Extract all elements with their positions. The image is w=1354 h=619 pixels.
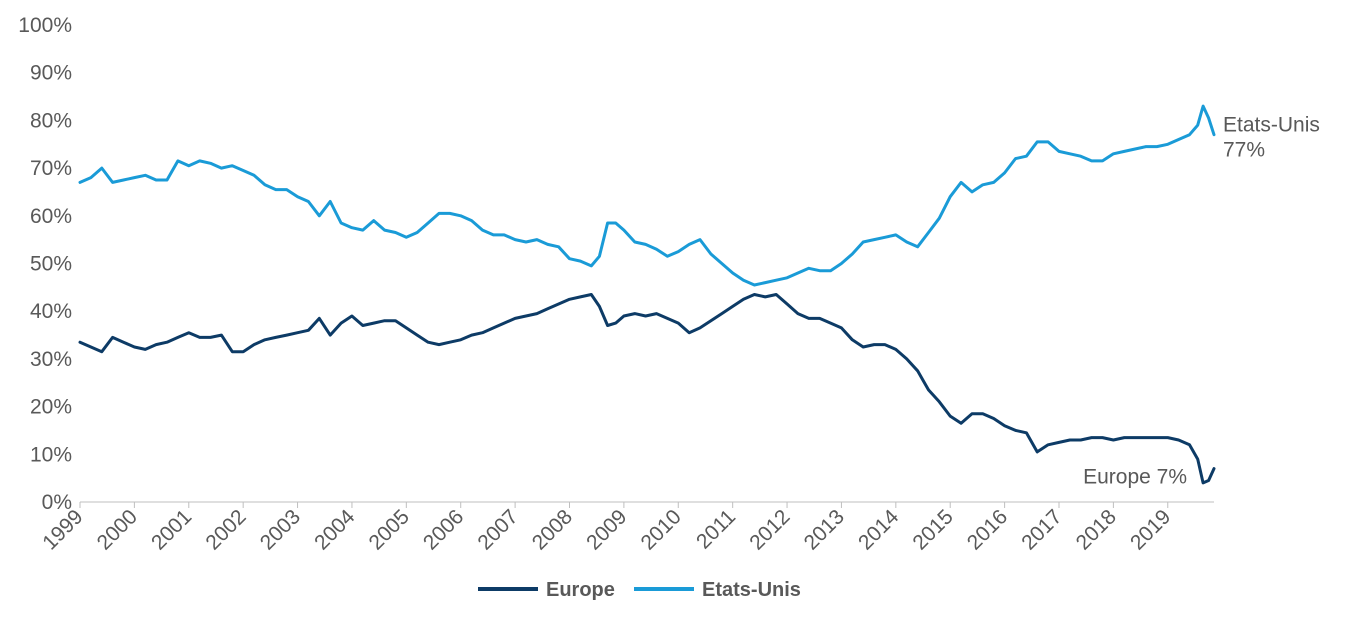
y-axis: 0% 10% 20% 30% 40% 50% 60% 70% 80% 90% 100% <box>18 14 72 514</box>
y-tick-label: 40% <box>30 300 72 323</box>
legend: Europe Etats-Unis <box>478 579 801 601</box>
annotation-us-value: 77% <box>1223 139 1265 162</box>
y-tick-label: 0% <box>42 491 72 514</box>
legend-label-etats-unis: Etats-Unis <box>702 579 801 601</box>
x-tick-label: 2015 <box>908 505 957 554</box>
x-tick-label: 2016 <box>963 505 1012 554</box>
y-tick-label: 50% <box>30 253 72 276</box>
x-tick-label: 2014 <box>854 505 904 555</box>
x-tick-label: 2008 <box>528 505 577 554</box>
x-tick-label: 2010 <box>637 505 686 554</box>
x-tick-label: 2013 <box>800 505 849 554</box>
y-tick-label: 10% <box>30 443 72 466</box>
x-tick-label: 2001 <box>147 505 196 554</box>
x-tick-label: 2002 <box>201 505 250 554</box>
y-tick-label: 60% <box>30 205 72 228</box>
y-tick-label: 20% <box>30 396 72 419</box>
x-tick-label: 2005 <box>365 505 414 554</box>
series-layer <box>78 104 1216 485</box>
series-line-etats-unis <box>78 104 1216 287</box>
x-tick-label: 2004 <box>310 505 360 555</box>
x-tick-label: 2003 <box>256 505 305 554</box>
annotation-europe: Europe 7% <box>1083 466 1187 489</box>
x-tick-label: 2007 <box>473 505 522 554</box>
x-tick-label: 2019 <box>1126 505 1175 554</box>
y-tick-label: 90% <box>30 62 72 85</box>
series-line-europe <box>78 293 1216 485</box>
legend-label-europe: Europe <box>546 579 615 601</box>
annotation-us-name: Etats-Unis <box>1223 114 1320 137</box>
y-tick-label: 80% <box>30 109 72 132</box>
x-axis: 1999 2000 2001 2002 2003 2004 2005 2006 2007 2008… <box>38 501 1214 555</box>
x-tick-label: 2000 <box>93 505 142 554</box>
x-tick-label: 2006 <box>419 505 468 554</box>
y-tick-label: 70% <box>30 157 72 180</box>
x-tick-label: 2011 <box>692 505 740 553</box>
y-tick-label: 100% <box>18 14 72 37</box>
x-tick-label: 2009 <box>582 505 631 554</box>
y-tick-label: 30% <box>30 348 72 371</box>
x-tick-label: 2018 <box>1072 505 1121 554</box>
x-tick-label: 2012 <box>745 505 794 554</box>
x-tick-label: 2017 <box>1017 505 1066 554</box>
